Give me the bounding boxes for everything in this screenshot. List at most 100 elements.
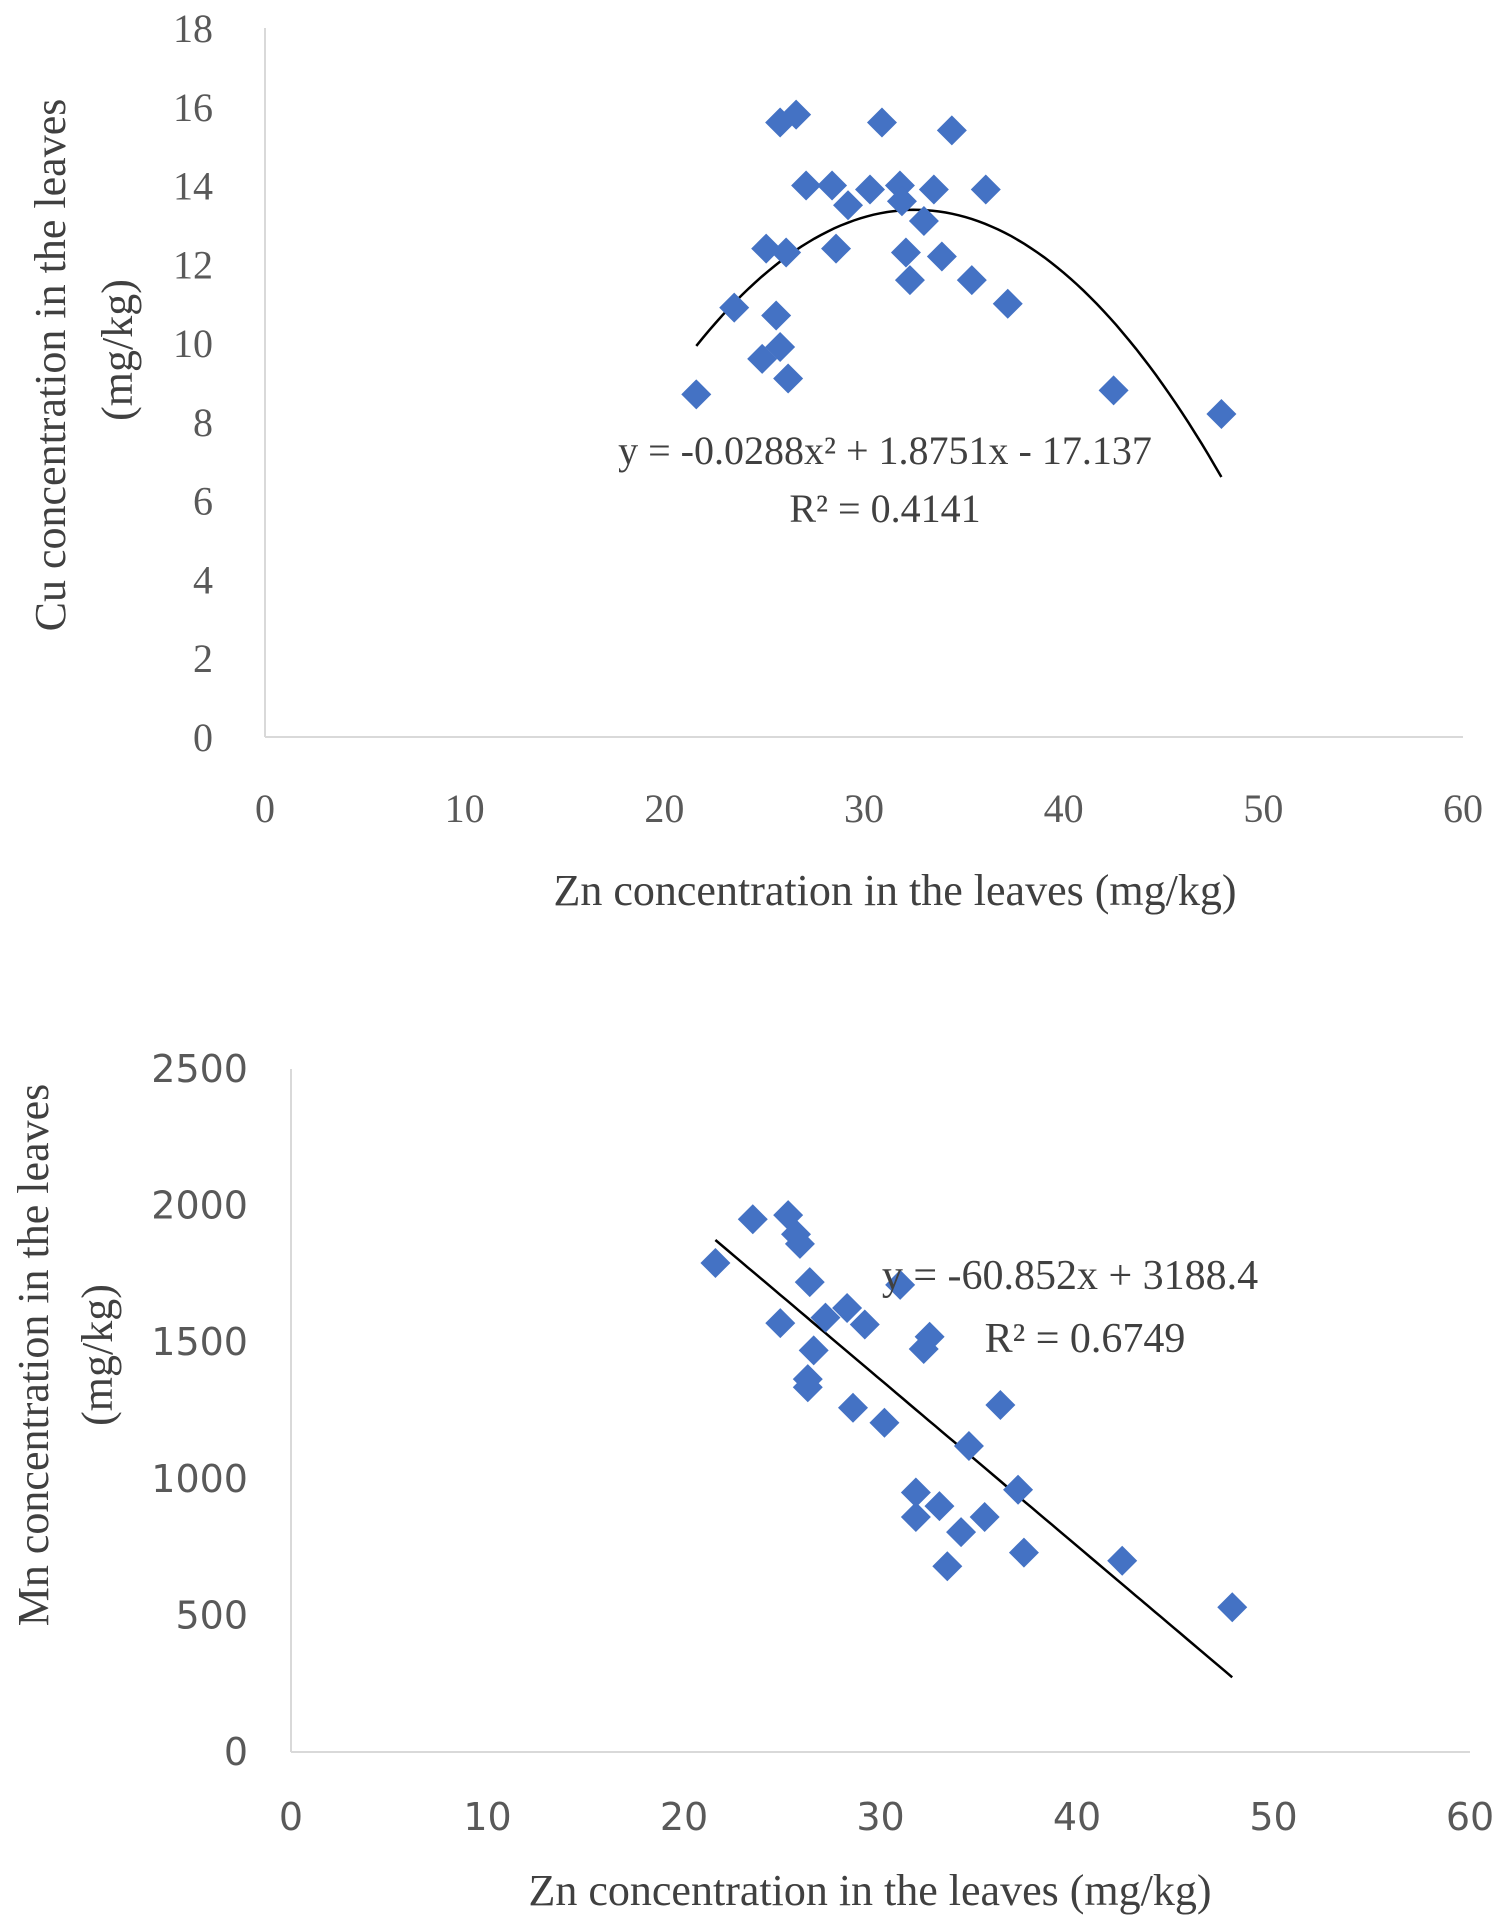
cu-chart-data-point <box>821 233 852 264</box>
mn-chart-data-point <box>1003 1474 1034 1505</box>
mn-chart-data-point <box>837 1392 868 1423</box>
cu-chart-y-tick-labels: 0 2 4 6 8 10 12 14 16 18 <box>173 6 213 760</box>
mn-chart-data-point <box>737 1204 768 1235</box>
cu-chart-data-point <box>894 265 925 296</box>
cu-chart-data-point <box>1206 399 1237 430</box>
cu-chart-x-tick-label: 10 <box>445 786 485 831</box>
cu-chart-points <box>681 99 1237 430</box>
mn-chart-data-point <box>1107 1545 1138 1576</box>
mn-chart-data-point <box>969 1502 1000 1533</box>
cu-chart-x-tick-labels: 0 10 20 30 40 50 60 <box>255 786 1483 831</box>
mn-chart-x-tick-label: 20 <box>660 1795 708 1839</box>
mn-chart-x-tick-label: 50 <box>1249 1795 1297 1839</box>
cu-chart-y-tick-label: 16 <box>173 85 213 130</box>
cu-chart: 0 2 4 6 8 10 12 14 16 18 0 10 20 30 40 50 60 y = -0.028… <box>26 6 1483 915</box>
cu-chart-x-tick-label: 40 <box>1044 786 1084 831</box>
mn-chart-data-point <box>946 1517 977 1548</box>
cu-chart-data-point <box>970 174 1001 205</box>
cu-chart-x-tick-label: 0 <box>255 786 275 831</box>
mn-chart-data-point <box>700 1247 731 1278</box>
mn-chart-data-point <box>914 1321 945 1352</box>
mn-chart-data-point <box>849 1309 880 1340</box>
mn-chart-data-point <box>1008 1537 1039 1568</box>
cu-chart-data-point <box>890 237 921 268</box>
mn-chart-data-point <box>869 1407 900 1438</box>
mn-chart-points <box>700 1200 1248 1623</box>
mn-chart-y-tick-label: 1000 <box>151 1457 248 1501</box>
mn-chart-y-tick-label: 2500 <box>151 1047 248 1091</box>
cu-chart-data-point <box>992 288 1023 319</box>
cu-chart-y-tick-label: 14 <box>173 164 213 209</box>
cu-chart-y-tick-label: 6 <box>193 479 213 524</box>
cu-chart-data-point <box>1098 375 1129 406</box>
mn-chart-y-axis-label-line2: (mg/kg) <box>73 1284 122 1426</box>
cu-chart-data-point <box>765 332 796 363</box>
mn-chart-data-point <box>792 1364 823 1395</box>
cu-chart-data-point <box>833 190 864 221</box>
mn-chart-data-point <box>924 1491 955 1522</box>
cu-chart-y-axis-label-line1: Cu concentration in the leaves <box>26 99 75 632</box>
cu-chart-x-tick-label: 20 <box>644 786 684 831</box>
cu-chart-data-point <box>886 186 917 217</box>
cu-chart-data-point <box>719 292 750 323</box>
cu-chart-data-point <box>773 363 804 394</box>
cu-chart-y-tick-label: 2 <box>193 636 213 681</box>
mn-chart-data-point <box>900 1502 931 1533</box>
cu-chart-data-point <box>791 170 822 201</box>
mn-chart-x-tick-label: 10 <box>463 1795 511 1839</box>
cu-chart-data-point <box>908 206 939 237</box>
cu-chart-y-axis-label-line2: (mg/kg) <box>93 279 142 421</box>
cu-chart-data-point <box>771 237 802 268</box>
cu-chart-axes <box>264 28 1463 738</box>
cu-chart-x-axis-label: Zn concentration in the leaves (mg/kg) <box>554 866 1237 915</box>
mn-chart-y-tick-label: 0 <box>224 1730 248 1774</box>
cu-chart-y-tick-label: 8 <box>193 400 213 445</box>
mn-chart-y-tick-label: 2000 <box>151 1184 248 1228</box>
mn-chart-data-point <box>953 1431 984 1462</box>
cu-chart-data-point <box>918 174 949 205</box>
mn-chart-data-point <box>810 1302 841 1333</box>
cu-chart-data-point <box>817 170 848 201</box>
mn-chart-data-point <box>932 1551 963 1582</box>
mn-chart-data-point <box>1217 1592 1248 1623</box>
cu-chart-data-point <box>761 300 792 331</box>
mn-chart-x-tick-label: 30 <box>856 1795 904 1839</box>
mn-chart-data-point <box>885 1269 916 1300</box>
cu-chart-data-point <box>751 233 782 264</box>
mn-chart-r2: R² = 0.6749 <box>985 1316 1186 1362</box>
mn-chart-axes <box>290 1069 1470 1753</box>
mn-chart-y-tick-labels: 0 500 1000 1500 2000 2500 <box>151 1047 248 1774</box>
mn-chart-trendline <box>714 1239 1234 1679</box>
cu-chart-data-point <box>926 241 957 272</box>
mn-chart-x-tick-label: 0 <box>279 1795 303 1839</box>
mn-chart-y-tick-label: 1500 <box>151 1320 248 1364</box>
cu-chart-x-tick-label: 30 <box>844 786 884 831</box>
mn-chart-data-point <box>985 1390 1016 1421</box>
cu-chart-data-point <box>866 107 897 138</box>
mn-chart-data-point <box>765 1308 796 1339</box>
mn-chart-y-tick-label: 500 <box>175 1593 248 1637</box>
cu-chart-data-point <box>781 99 812 130</box>
mn-chart: 0 500 1000 1500 2000 2500 0 10 20 30 40 50 60 y = -… <box>9 1047 1494 1915</box>
mn-chart-data-point <box>832 1293 863 1324</box>
mn-chart-data-point <box>900 1477 931 1508</box>
cu-chart-y-tick-label: 10 <box>173 321 213 366</box>
mn-chart-x-tick-labels: 0 10 20 30 40 50 60 <box>279 1795 1494 1839</box>
cu-chart-data-point <box>854 174 885 205</box>
cu-chart-data-point <box>936 115 967 146</box>
cu-chart-x-tick-label: 60 <box>1443 786 1483 831</box>
cu-chart-y-tick-label: 4 <box>193 557 213 602</box>
cu-chart-y-tick-label: 12 <box>173 242 213 287</box>
cu-chart-equation: y = -0.0288x² + 1.8751x - 17.137 <box>618 428 1152 473</box>
mn-chart-y-axis-label-line1: Mn concentration in the leaves <box>9 1084 58 1626</box>
mn-chart-data-point <box>794 1267 825 1298</box>
cu-chart-x-tick-label: 50 <box>1243 786 1283 831</box>
cu-chart-y-tick-label: 0 <box>193 715 213 760</box>
cu-chart-r2: R² = 0.4141 <box>789 486 980 531</box>
mn-chart-x-tick-label: 60 <box>1446 1795 1494 1839</box>
mn-chart-equation: y = -60.852x + 3188.4 <box>882 1253 1258 1299</box>
cu-chart-data-point <box>681 379 712 410</box>
mn-chart-data-point <box>798 1335 829 1366</box>
cu-chart-data-point <box>956 265 987 296</box>
